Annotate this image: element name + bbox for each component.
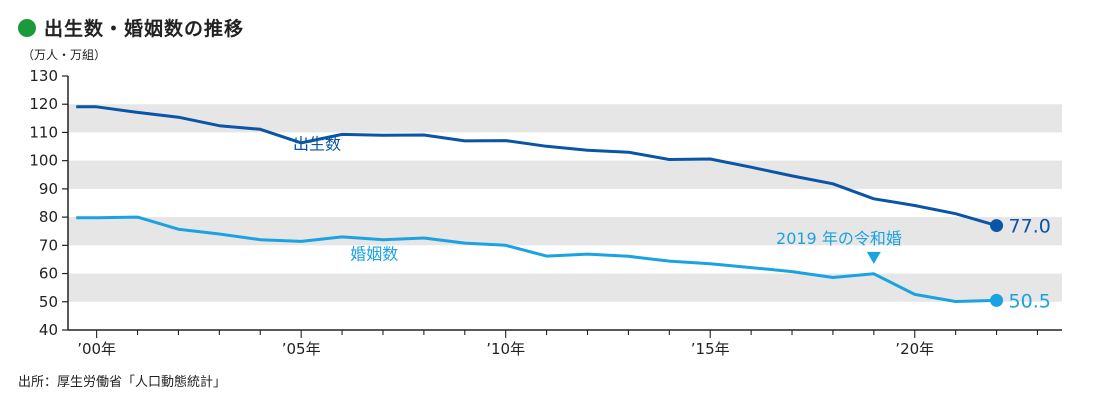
series-line-marriages — [76, 215, 997, 303]
x-tick-label: ’00年 — [77, 340, 116, 358]
y-tick-label: 80 — [39, 208, 58, 226]
series-end-point — [990, 293, 1004, 307]
x-tick-label: ’10年 — [486, 340, 525, 358]
chart-title-row: 出生数・婚姻数の推移 — [18, 14, 244, 41]
series-label: 出生数 — [293, 134, 341, 153]
chart-title: 出生数・婚姻数の推移 — [44, 18, 245, 40]
x-tick-label: ’20年 — [895, 340, 934, 358]
grid-band — [68, 217, 1062, 246]
series-end-value: 77.0 — [1009, 216, 1051, 238]
annotation-arrow — [866, 251, 881, 264]
y-tick-label: 70 — [39, 236, 58, 254]
grid-band — [68, 104, 1062, 133]
annotation-label: 2019 年の令和婚 — [776, 229, 902, 248]
y-axis-unit-label: （万人・万組） — [22, 48, 107, 62]
grid-band — [68, 160, 1062, 189]
grid-band — [68, 273, 1062, 302]
series-end-point — [990, 219, 1004, 233]
y-tick-label: 90 — [39, 180, 58, 198]
title-bullet-icon — [18, 18, 36, 37]
source-note: 出所：厚生労働省「人口動態統計」 — [18, 375, 227, 390]
y-tick-label: 60 — [39, 265, 58, 283]
series-line-births — [76, 105, 998, 228]
series-label: 婚姻数 — [350, 244, 398, 263]
x-tick-label: ’05年 — [282, 340, 321, 358]
y-tick-label: 100 — [29, 152, 58, 170]
y-tick-label: 110 — [29, 123, 58, 141]
y-tick-label: 50 — [39, 293, 58, 311]
y-tick-label: 120 — [29, 95, 58, 113]
series-end-value: 50.5 — [1009, 290, 1051, 312]
x-tick-label: ’15年 — [691, 340, 730, 358]
y-tick-label: 40 — [39, 321, 58, 339]
y-tick-label: 130 — [29, 67, 58, 85]
